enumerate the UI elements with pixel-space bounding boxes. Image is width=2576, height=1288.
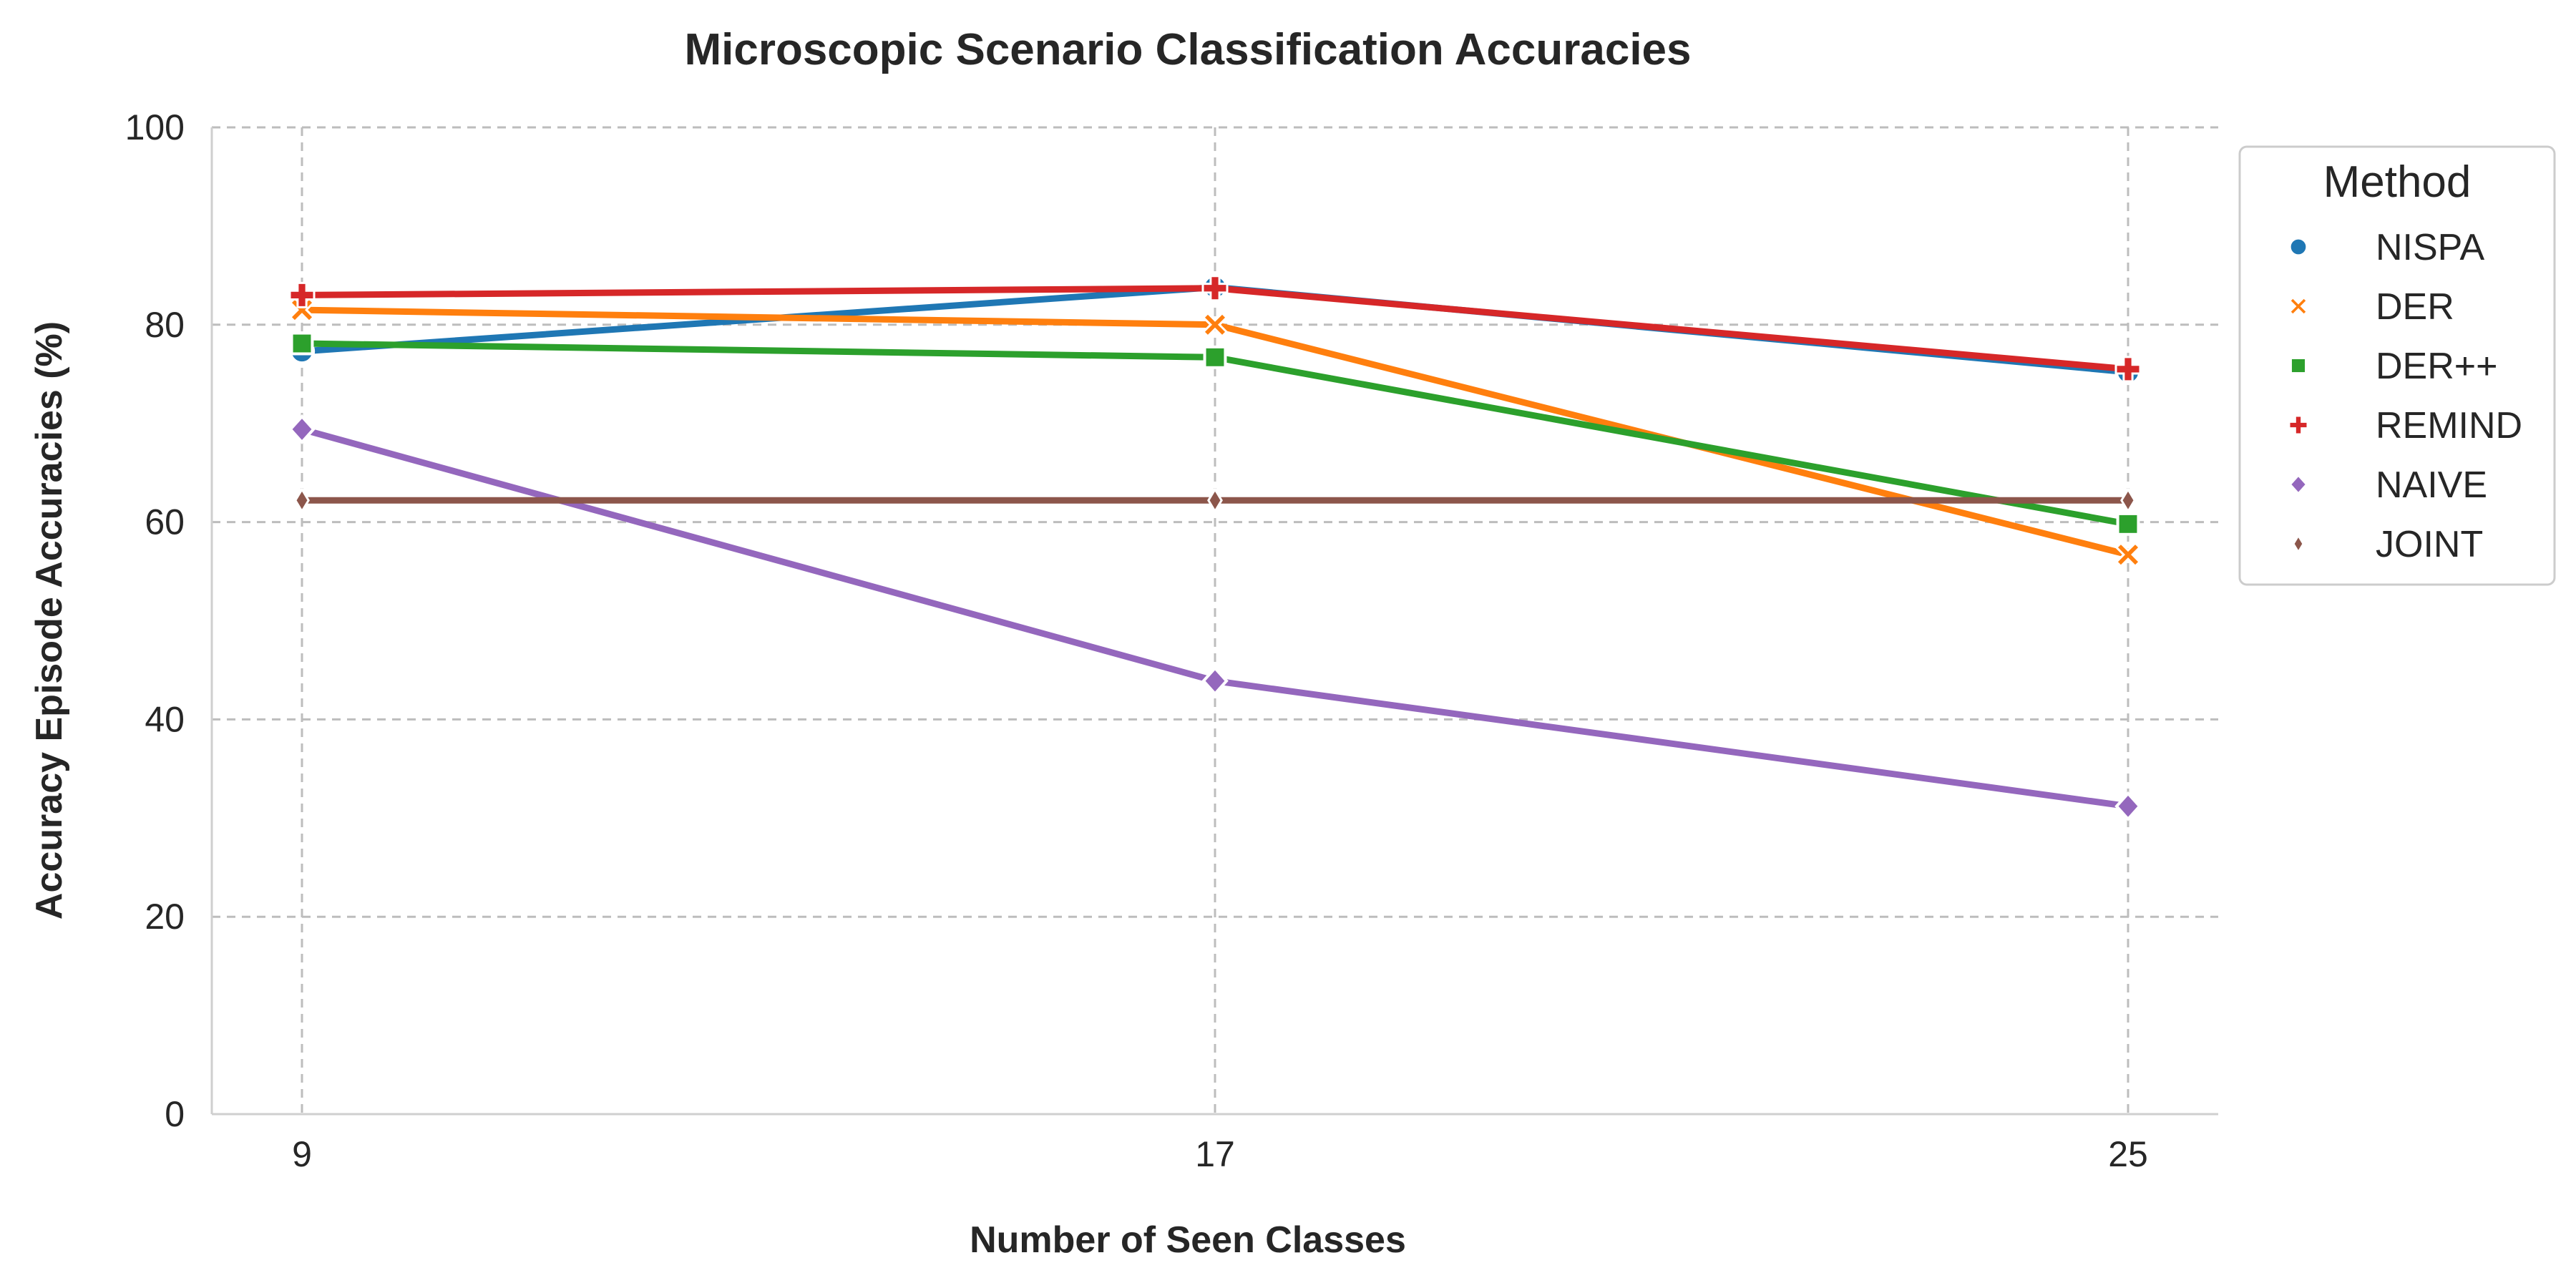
x-tick-labels: 9 17 25 <box>292 1134 2148 1174</box>
data-point <box>1204 668 1226 694</box>
legend-label: REMIND <box>2376 405 2522 447</box>
legend-label: DER++ <box>2376 346 2498 387</box>
y-tick-label: 100 <box>125 107 185 147</box>
legend-label: DER <box>2376 286 2454 328</box>
legend-marker <box>2290 238 2308 256</box>
data-point <box>292 333 313 354</box>
x-tick-label: 25 <box>2108 1134 2148 1174</box>
y-axis-label: Accuracy Episode Accuracies (%) <box>29 321 70 919</box>
series-layer <box>290 275 2140 819</box>
data-point <box>2118 514 2139 535</box>
y-tick-label: 0 <box>165 1094 185 1134</box>
data-point <box>1205 347 1226 368</box>
x-tick-label: 9 <box>292 1134 312 1174</box>
data-point <box>296 489 308 512</box>
legend: Method NISPA DER DER++ REMIND NAIVE JOINT <box>2240 147 2555 585</box>
legend-title: Method <box>2323 157 2472 207</box>
chart-title: Microscopic Scenario Classification Accu… <box>684 25 1691 74</box>
y-tick-label: 60 <box>145 502 185 542</box>
legend-label: NAIVE <box>2376 464 2487 506</box>
y-tick-labels: 0 20 40 60 80 100 <box>125 107 185 1134</box>
y-tick-label: 20 <box>145 897 185 937</box>
legend-label: JOINT <box>2376 524 2483 565</box>
y-tick-label: 40 <box>145 699 185 739</box>
series-joint <box>296 489 2135 512</box>
legend-marker <box>2290 358 2306 374</box>
x-axis-label: Number of Seen Classes <box>970 1219 1406 1261</box>
data-point <box>2117 794 2140 819</box>
legend-label: NISPA <box>2376 227 2485 268</box>
data-point <box>2122 489 2135 512</box>
data-point <box>1209 489 1221 512</box>
y-tick-label: 80 <box>145 305 185 345</box>
x-tick-label: 17 <box>1195 1134 1235 1174</box>
data-point <box>291 416 313 442</box>
